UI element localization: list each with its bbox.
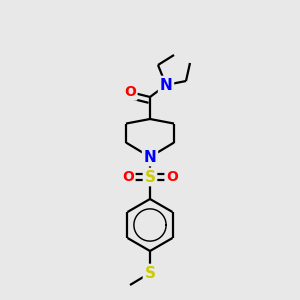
Text: N: N — [160, 77, 172, 92]
Text: S: S — [145, 169, 155, 184]
Text: S: S — [145, 266, 155, 280]
Text: O: O — [122, 170, 134, 184]
Text: N: N — [144, 149, 156, 164]
Text: O: O — [124, 85, 136, 99]
Text: O: O — [166, 170, 178, 184]
